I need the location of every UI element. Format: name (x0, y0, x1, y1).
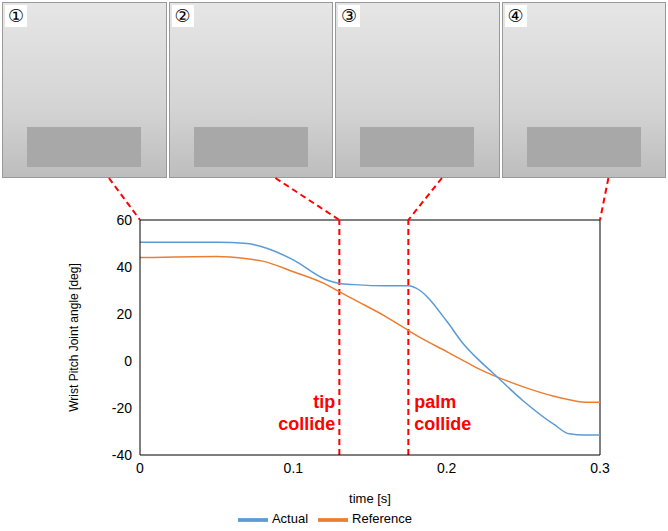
svg-text:Wrist Pitch Joint angle [deg]: Wrist Pitch Joint angle [deg] (67, 263, 81, 412)
svg-text:0: 0 (136, 460, 144, 476)
svg-text:palmcollide: palmcollide (414, 392, 471, 434)
svg-text:-20: -20 (112, 400, 132, 416)
svg-text:tipcollide: tipcollide (278, 392, 335, 434)
svg-text:-40: -40 (112, 447, 132, 463)
html-text:③: ③ (341, 6, 358, 26)
html-text:Reference: Reference (352, 511, 413, 527)
svg-text:0.3: 0.3 (590, 460, 610, 476)
svg-text:0: 0 (124, 353, 132, 369)
svg-text:60: 60 (116, 212, 132, 228)
html-text:Actual: Actual (271, 511, 309, 527)
svg-text:0.2: 0.2 (437, 460, 457, 476)
html-text:②: ② (174, 6, 191, 26)
html-text:④: ④ (507, 6, 524, 26)
html-text:①: ① (8, 6, 25, 26)
svg-text:0.1: 0.1 (284, 460, 304, 476)
svg-text:time [s]: time [s] (349, 491, 391, 506)
svg-text:20: 20 (116, 306, 132, 322)
svg-text:40: 40 (116, 259, 132, 275)
